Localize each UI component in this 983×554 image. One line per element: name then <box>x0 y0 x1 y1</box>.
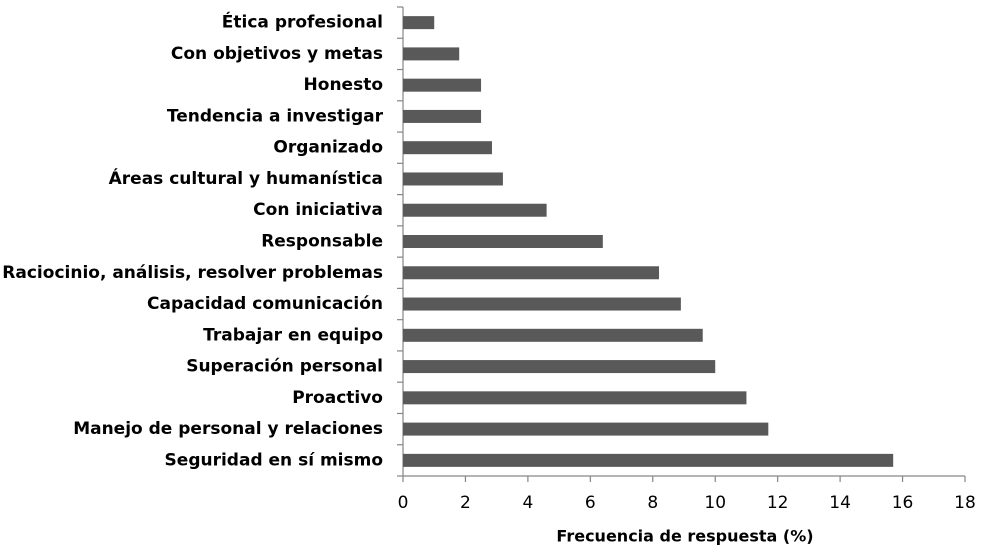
x-axis-title: Frecuencia de respuesta (%) <box>556 527 813 546</box>
y-tick-label: Trabajar en equipo <box>203 325 383 345</box>
y-tick-label: Áreas cultural y humanística <box>109 167 383 189</box>
bar <box>403 422 769 436</box>
x-tick-label: 16 <box>892 493 914 513</box>
bar <box>403 16 435 30</box>
y-tick-label: Capacidad comunicación <box>147 294 383 314</box>
y-tick-label: Raciocinio, análisis, resolver problemas <box>2 263 383 283</box>
y-tick-label: Manejo de personal y relaciones <box>73 419 383 439</box>
bar <box>403 47 460 61</box>
x-tick-label: 2 <box>460 493 471 513</box>
bar <box>403 266 660 280</box>
x-tick-label: 18 <box>954 493 976 513</box>
y-tick-label: Con objetivos y metas <box>171 44 383 64</box>
x-tick-label: 14 <box>829 493 851 513</box>
y-tick-label: Proactivo <box>292 388 383 408</box>
x-tick-label: 8 <box>647 493 658 513</box>
y-tick-label: Organizado <box>273 138 383 158</box>
x-tick-label: 4 <box>522 493 533 513</box>
y-tick-label: Tendencia a investigar <box>167 106 384 126</box>
y-tick-label: Responsable <box>261 232 383 252</box>
bar <box>403 109 482 123</box>
x-tick-label: 10 <box>704 493 726 513</box>
y-tick-label: Con iniciativa <box>253 200 383 220</box>
bar <box>403 235 603 248</box>
bar <box>403 453 894 467</box>
bar <box>403 297 681 311</box>
bar <box>403 172 503 186</box>
y-tick-label: Ética profesional <box>222 11 383 33</box>
y-tick-label: Superación personal <box>186 357 383 377</box>
bar <box>403 141 492 155</box>
x-tick-label: 6 <box>585 493 596 513</box>
bar <box>403 360 716 374</box>
y-tick-label: Honesto <box>304 75 383 95</box>
bar <box>403 328 703 342</box>
x-tick-label: 0 <box>398 493 409 513</box>
bar <box>403 391 747 405</box>
bar <box>403 203 547 217</box>
bar <box>403 78 482 92</box>
x-tick-label: 12 <box>767 493 789 513</box>
y-tick-label: Seguridad en sí mismo <box>165 450 383 470</box>
